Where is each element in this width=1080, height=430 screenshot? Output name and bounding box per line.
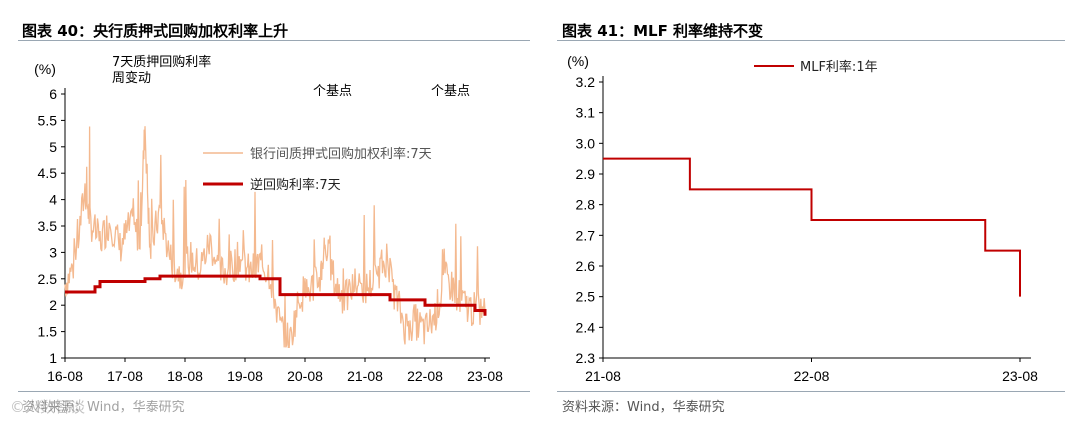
left-source-rule bbox=[18, 391, 530, 392]
left-x-tick-label: 17-08 bbox=[107, 368, 143, 384]
right-y-tick-label: 2.7 bbox=[576, 227, 596, 243]
right-source-rule bbox=[557, 391, 1065, 392]
right-series-line-0 bbox=[603, 157, 1021, 297]
right-x-tick-label: 23-08 bbox=[1002, 368, 1038, 384]
left-title-rule bbox=[18, 40, 530, 41]
left-x-tick-label: 19-08 bbox=[227, 368, 263, 384]
right-title-rule bbox=[557, 40, 1065, 41]
right-legend-label-0: MLF利率:1年 bbox=[800, 59, 878, 75]
left-y-tick-label: 5 bbox=[49, 139, 57, 155]
left-x-tick-label: 20-08 bbox=[287, 368, 323, 384]
left-y-tick-label: 3 bbox=[49, 244, 57, 260]
left-y-axis-label: (%) bbox=[34, 61, 56, 77]
right-y-tick-label: 2.6 bbox=[576, 258, 596, 274]
right-y-axis-label: (%) bbox=[567, 53, 589, 69]
right-source: 资料来源：Wind，华泰研究 bbox=[562, 400, 725, 415]
right-y-tick-label: 2.3 bbox=[576, 350, 596, 366]
left-x-tick-label: 21-08 bbox=[347, 368, 383, 384]
left-x-tick-label: 22-08 bbox=[407, 368, 443, 384]
left-y-tick-label: 4 bbox=[49, 192, 57, 208]
left-y-tick-label: 2 bbox=[49, 297, 57, 313]
right-y-tick-label: 3.1 bbox=[576, 105, 596, 121]
right-x-tick-label: 22-08 bbox=[794, 368, 830, 384]
watermark: ©人数智谈 bbox=[10, 398, 86, 416]
right-y-tick-label: 3.0 bbox=[576, 135, 596, 151]
right-y-tick-label: 2.4 bbox=[576, 319, 596, 335]
left-annotation-3: 个基点 bbox=[431, 84, 470, 99]
left-series-line-1 bbox=[65, 274, 487, 316]
right-y-tick-label: 2.9 bbox=[576, 166, 596, 182]
left-y-tick-label: 6 bbox=[49, 86, 57, 102]
left-source-text: 资料来源：Wind，华泰研究 bbox=[22, 400, 185, 415]
right-chart-title: 图表 41：MLF 利率维持不变 bbox=[562, 22, 764, 40]
left-y-tick-label: 1.5 bbox=[38, 324, 58, 340]
left-chart-title: 图表 40：央行质押式回购加权利率上升 bbox=[22, 22, 289, 40]
left-x-tick-label: 16-08 bbox=[47, 368, 83, 384]
left-x-tick-label: 23-08 bbox=[467, 368, 503, 384]
left-source: ©人数智谈 资料来源：Wind，华泰研究 bbox=[10, 396, 185, 416]
left-annotation-1: 周变动 bbox=[112, 70, 151, 86]
right-y-tick-label: 3.2 bbox=[576, 74, 596, 90]
left-x-tick-label: 18-08 bbox=[167, 368, 203, 384]
left-y-tick-label: 4.5 bbox=[38, 165, 58, 181]
left-annotation-0: 7天质押回购利率 bbox=[112, 54, 211, 70]
right-x-tick-label: 21-08 bbox=[585, 368, 621, 384]
left-annotation-2: 个基点 bbox=[313, 84, 352, 99]
left-y-tick-label: 3.5 bbox=[38, 218, 58, 234]
right-y-tick-label: 2.8 bbox=[576, 197, 596, 213]
left-series-line-0 bbox=[64, 126, 486, 349]
left-legend-label-0: 银行间质押式回购加权利率:7天 bbox=[250, 146, 432, 162]
left-y-tick-label: 5.5 bbox=[38, 112, 58, 128]
left-y-tick-label: 1 bbox=[49, 350, 57, 366]
left-y-tick-label: 2.5 bbox=[38, 271, 58, 287]
left-legend-label-1: 逆回购利率:7天 bbox=[250, 177, 341, 193]
right-y-tick-label: 2.5 bbox=[576, 289, 596, 305]
